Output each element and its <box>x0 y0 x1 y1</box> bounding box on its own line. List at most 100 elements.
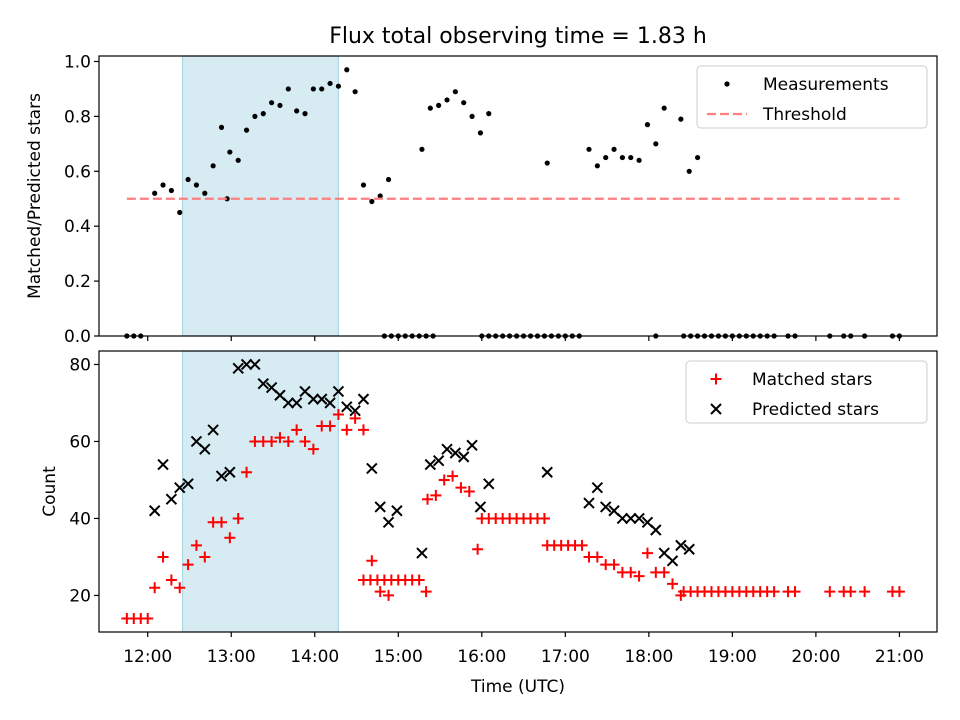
series-matched-stars-point <box>845 586 857 598</box>
series-measurements-point <box>177 209 183 216</box>
series-measurements-point <box>427 105 433 111</box>
series-matched-stars-point <box>165 574 177 586</box>
series-measurements-point <box>294 108 300 114</box>
series-measurements-point <box>594 163 600 169</box>
series-matched-stars-point <box>307 443 319 455</box>
series-measurements-point <box>469 113 475 119</box>
series-matched-stars-point <box>455 482 467 494</box>
x-tick-label: 20:00 <box>791 647 840 667</box>
y-tick-label: 1.0 <box>64 52 91 72</box>
series-matched-stars-point <box>215 516 227 528</box>
series-measurements-point <box>377 193 383 199</box>
series-matched-stars-point <box>608 559 620 571</box>
shaded-interval <box>181 350 340 633</box>
series-matched-stars-point <box>641 547 653 559</box>
series-measurements-point <box>385 176 392 183</box>
x-tick-label: 17:00 <box>541 647 590 667</box>
series-measurements-point <box>202 190 208 196</box>
series-matched-stars-point <box>366 555 378 567</box>
series-predicted-stars-point <box>307 393 320 405</box>
series-matched-stars-point <box>591 551 603 563</box>
x-tick-label: 21:00 <box>875 647 924 667</box>
series-predicted-stars-point <box>332 385 345 398</box>
series-matched-stars-point <box>157 551 169 563</box>
series-measurements-point <box>461 100 467 106</box>
series-matched-stars-point <box>658 566 670 578</box>
series-predicted-stars-point <box>591 481 604 494</box>
top-panel: 0.0 0.2 0.4 0.6 0.8 1.0 Matched/Predicted star… <box>25 52 938 347</box>
legend-box <box>685 360 928 424</box>
series-measurements-point <box>678 116 684 122</box>
series-measurements-point <box>344 67 350 73</box>
series-measurements-point <box>152 190 158 196</box>
series-matched-stars-point <box>274 432 286 444</box>
series-measurements-point <box>285 86 291 92</box>
series-measurements-point <box>586 146 592 152</box>
series-predicted-stars-point <box>382 516 395 529</box>
series-matched-stars-point <box>422 493 434 505</box>
series-layer <box>121 358 905 625</box>
x-tick-label: 14:00 <box>290 647 339 667</box>
series-measurements-point <box>369 198 375 205</box>
series-matched-stars-point <box>859 586 871 598</box>
legend-label: Measurements <box>763 75 889 95</box>
series-matched-stars-point <box>324 420 336 432</box>
series-measurements-point <box>252 113 258 119</box>
series-matched-stars-point <box>232 512 244 524</box>
series-matched-stars-point <box>383 589 395 601</box>
series-matched-stars-point <box>430 489 442 501</box>
series-matched-stars-point <box>266 435 278 447</box>
series-predicted-stars-point <box>541 466 553 478</box>
series-measurements-point <box>302 111 308 117</box>
series-matched-stars-point <box>447 470 459 482</box>
series-matched-stars-point <box>633 570 645 582</box>
y-tick-label: 80 <box>69 355 91 375</box>
shaded-interval <box>181 55 340 337</box>
series-measurements-point <box>218 124 225 130</box>
series-predicted-stars-point <box>199 443 211 455</box>
series-predicted-stars-point <box>157 458 169 471</box>
series-predicted-stars-point <box>215 470 228 482</box>
series-measurements-point <box>661 105 667 111</box>
x-tick-label: 15:00 <box>374 647 423 667</box>
series-predicted-stars-point <box>207 424 219 436</box>
series-measurements-point <box>235 157 241 163</box>
series-matched-stars-point <box>824 586 836 598</box>
x-tick-label: 19:00 <box>708 647 757 667</box>
chart-title: Flux total observing time = 1.83 h <box>329 24 707 49</box>
series-measurements-point <box>224 196 230 202</box>
series-predicted-stars-point <box>148 505 161 517</box>
series-predicted-stars-point <box>633 512 645 525</box>
series-matched-stars-point <box>341 424 353 436</box>
y-tick-label: 40 <box>69 509 91 529</box>
series-measurements-point <box>243 127 250 133</box>
series-matched-stars-point <box>438 474 450 486</box>
series-measurements-point <box>603 154 609 161</box>
series-predicted-stars-point <box>357 393 370 405</box>
series-measurements-point <box>277 102 283 109</box>
series-predicted-stars-point <box>282 397 295 409</box>
series-measurements-point <box>352 89 358 95</box>
series-matched-stars-point <box>241 466 253 478</box>
series-matched-stars-point <box>463 486 475 497</box>
series-measurements-point <box>419 146 425 152</box>
series-predicted-stars-point <box>416 547 428 559</box>
y-tick-label: 20 <box>69 586 91 606</box>
series-matched-stars-point <box>893 586 905 598</box>
series-predicted-stars-point <box>366 462 378 475</box>
series-measurements-point <box>185 176 191 183</box>
series-matched-stars-point <box>374 586 386 598</box>
x-tick-label: 13:00 <box>207 647 256 667</box>
series-matched-stars-point <box>299 435 311 447</box>
legend-matched-swatch <box>710 373 722 385</box>
series-predicted-stars-point <box>290 397 303 409</box>
series-measurements-point <box>628 154 634 161</box>
series-predicted-stars-point <box>441 443 453 455</box>
series-measurements-point <box>611 146 617 152</box>
series-matched-stars-point <box>182 559 194 571</box>
series-matched-stars-point <box>149 582 161 594</box>
series-predicted-stars-point <box>391 505 403 517</box>
series-measurements-point <box>444 97 450 103</box>
series-predicted-stars-point <box>165 493 178 505</box>
